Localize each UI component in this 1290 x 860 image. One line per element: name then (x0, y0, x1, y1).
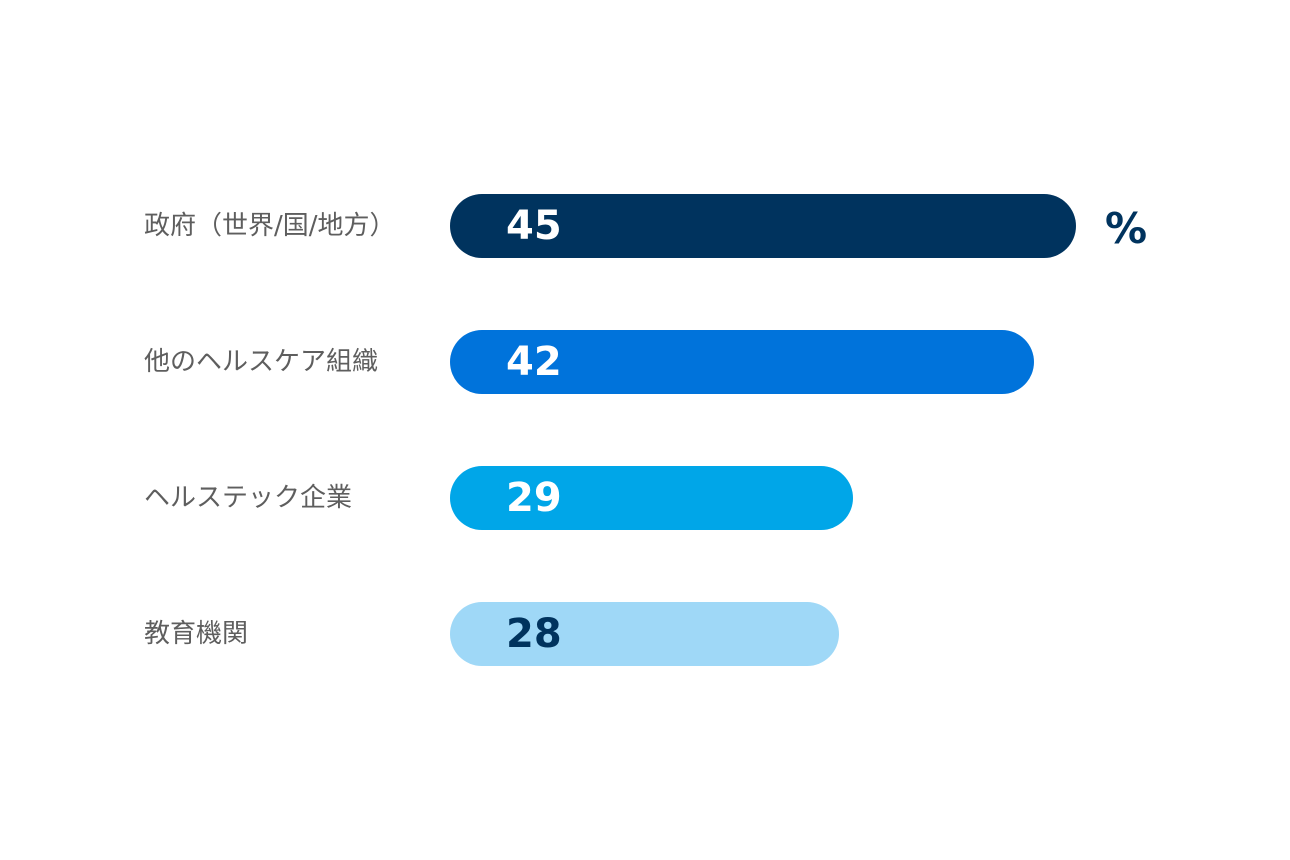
unit-label: % (1105, 204, 1148, 253)
category-label: 他のヘルスケア組織 (144, 347, 379, 377)
value-label: 45 (506, 203, 562, 249)
bar (450, 466, 854, 530)
bar (450, 602, 840, 666)
bar (450, 330, 1034, 394)
category-label: 政府（世界/国/地方） (144, 211, 396, 241)
value-label: 42 (506, 339, 562, 385)
value-label: 28 (506, 611, 562, 657)
value-label: 29 (506, 475, 562, 521)
category-label: 教育機関 (144, 619, 249, 649)
bar (450, 194, 1076, 258)
category-label: ヘルステック企業 (144, 483, 353, 513)
